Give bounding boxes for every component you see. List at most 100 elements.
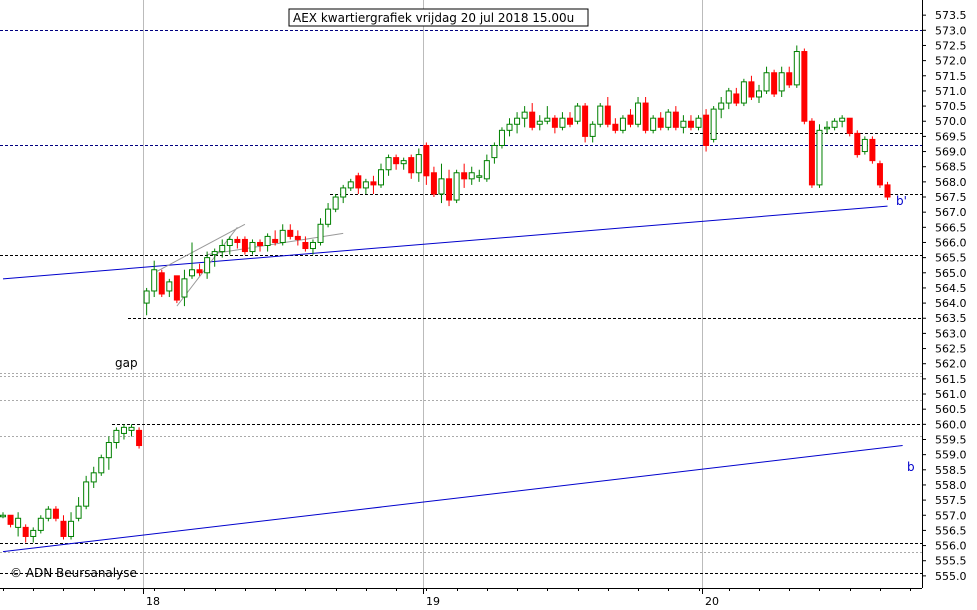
candle-body-109 <box>824 126 831 130</box>
candle-body-102 <box>771 72 778 95</box>
candle-body-55 <box>415 154 422 174</box>
y-tick-label-567.0: 567.0 <box>935 206 967 219</box>
candle-body-54 <box>408 157 415 174</box>
candle-body-25 <box>189 269 195 277</box>
candle-body-84 <box>635 102 642 125</box>
candle-body-20 <box>151 269 158 292</box>
y-tick-label-556.5: 556.5 <box>935 524 967 537</box>
y-tick-label-569.5: 569.5 <box>935 130 967 143</box>
candle-body-4 <box>30 529 37 537</box>
candle-body-46 <box>347 181 354 189</box>
candle-body-98 <box>740 81 747 104</box>
candle-body-49 <box>370 181 377 186</box>
y-tick-label-559.0: 559.0 <box>935 449 967 462</box>
candle-body-64 <box>483 160 490 180</box>
candle-body-16 <box>120 426 127 434</box>
candle-body-87 <box>657 117 664 128</box>
candle-body-18 <box>136 429 143 447</box>
y-tick-label-563.5: 563.5 <box>935 312 967 325</box>
y-tick-label-569.0: 569.0 <box>935 146 967 159</box>
x-tick-label-18: 18 <box>146 595 160 608</box>
y-tick-label-557.0: 557.0 <box>935 509 967 522</box>
candle-body-100 <box>756 90 762 98</box>
candle-body-56 <box>423 144 430 177</box>
candle-body-33 <box>249 241 256 253</box>
candle-body-26 <box>196 269 203 274</box>
candle-body-45 <box>340 187 347 198</box>
candle-body-9 <box>68 520 75 537</box>
candle-layer <box>0 45 891 543</box>
candle-body-44 <box>332 196 339 210</box>
y-tick-label-561.0: 561.0 <box>935 388 967 401</box>
candle-body-80 <box>604 105 611 125</box>
candle-body-95 <box>718 102 725 110</box>
candle-body-74 <box>559 117 566 128</box>
candle-body-61 <box>461 172 468 180</box>
candle-body-117 <box>884 184 891 198</box>
candle-body-35 <box>264 235 271 247</box>
y-tick-label-558.0: 558.0 <box>935 479 967 492</box>
y-tick-label-565.5: 565.5 <box>935 252 967 265</box>
trendline-b <box>2 445 903 553</box>
candle-body-76 <box>574 105 581 122</box>
y-tick-label-572.0: 572.0 <box>935 55 967 68</box>
candle-body-34 <box>257 241 264 247</box>
label-layer: AEX kwartiergrafiek vrijdag 20 jul 2018 … <box>10 8 915 580</box>
x-tick-label-20: 20 <box>705 595 719 608</box>
y-tick-label-566.0: 566.0 <box>935 236 967 249</box>
y-tick-label-557.5: 557.5 <box>935 494 967 507</box>
candle-body-15 <box>113 429 120 444</box>
candle-body-50 <box>378 169 384 186</box>
candle-body-19 <box>143 290 150 304</box>
candle-body-94 <box>710 108 717 140</box>
candle-body-69 <box>521 111 528 119</box>
candle-body-27 <box>204 257 211 274</box>
y-tick-label-566.5: 566.5 <box>935 221 967 234</box>
candle-body-14 <box>105 442 112 459</box>
y-tick-label-573.5: 573.5 <box>935 9 967 22</box>
candle-body-72 <box>544 117 551 122</box>
candle-body-58 <box>438 178 445 195</box>
candle-body-88 <box>665 111 672 128</box>
candle-body-105 <box>793 51 800 86</box>
candle-body-12 <box>90 472 97 483</box>
candle-body-82 <box>619 117 626 131</box>
candle-body-101 <box>763 72 770 92</box>
candle-body-75 <box>567 117 573 125</box>
y-tick-label-570.0: 570.0 <box>935 115 967 128</box>
y-tick-label-556.0: 556.0 <box>935 540 967 553</box>
candle-body-97 <box>733 93 740 104</box>
candle-body-115 <box>869 138 876 162</box>
chart-title: AEX kwartiergrafiek vrijdag 20 jul 2018 … <box>293 11 574 25</box>
candle-body-38 <box>287 229 294 237</box>
candle-body-79 <box>597 105 604 125</box>
candle-body-30 <box>226 238 233 247</box>
y-tick-label-562.5: 562.5 <box>935 343 967 356</box>
wedge-upper-line <box>153 223 246 274</box>
chart-title-box <box>288 8 589 27</box>
grid-layer <box>143 0 703 588</box>
candle-body-90 <box>680 120 687 128</box>
candle-body-93 <box>703 114 710 146</box>
candle-body-39 <box>294 235 301 240</box>
y-tick-label-571.5: 571.5 <box>935 70 967 83</box>
candle-body-47 <box>355 175 362 189</box>
candle-body-71 <box>536 120 543 125</box>
candle-body-68 <box>514 117 521 125</box>
candle-body-107 <box>808 120 815 186</box>
y-tick-label-558.5: 558.5 <box>935 464 967 477</box>
candle-body-112 <box>846 117 853 134</box>
candle-body-60 <box>453 172 460 201</box>
x-tick-label-19: 19 <box>426 595 440 608</box>
candle-body-11 <box>83 481 90 507</box>
copyright-label: © ADN Beursanalyse <box>10 566 137 580</box>
candle-body-53 <box>400 160 407 165</box>
candle-body-6 <box>45 508 52 519</box>
candle-body-106 <box>801 51 808 122</box>
candle-body-21 <box>158 272 165 295</box>
y-tick-label-570.5: 570.5 <box>935 100 967 113</box>
trendline-label-lower: b <box>907 460 915 474</box>
candle-body-57 <box>430 172 437 195</box>
candle-body-73 <box>551 117 558 128</box>
y-tick-label-559.5: 559.5 <box>935 433 967 446</box>
